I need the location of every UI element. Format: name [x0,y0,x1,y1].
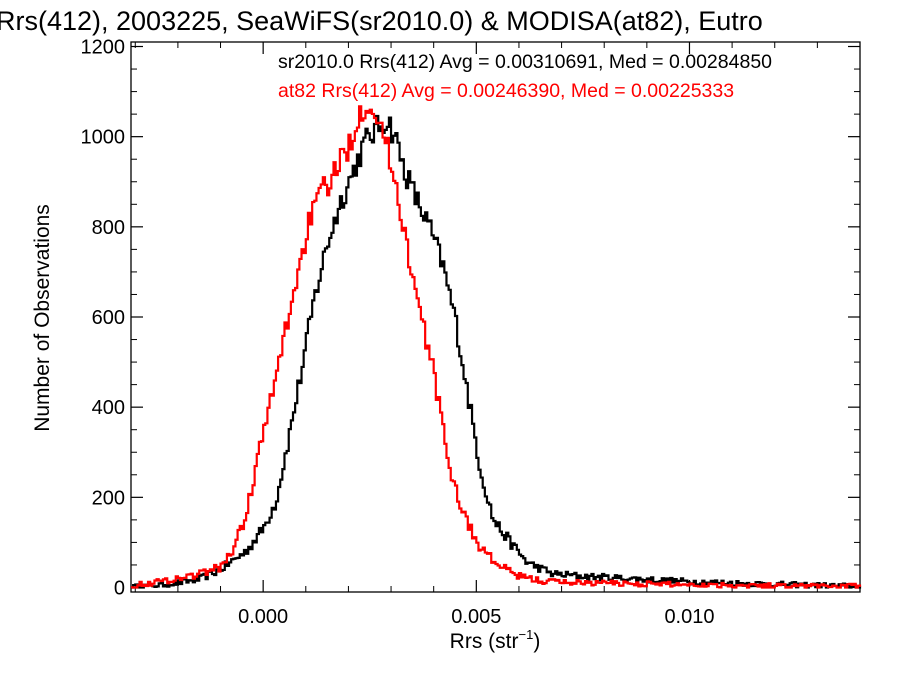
axis-ticks [131,42,861,592]
tick-labels: 0 200 400 600 800 1000 1200 0.000 0.005 0.010 [81,37,715,628]
plot-frame [130,41,861,593]
chart-title: Rrs(412), 2003225, SeaWiFS(sr2010.0) & M… [0,6,763,36]
legend-at82: at82 Rrs(412) Avg = 0.00246390, Med = 0.… [278,80,734,102]
x-tick-label: 0.010 [664,606,714,628]
x-axis-label: Rrs (str−1) [450,627,541,653]
histogram-series-sr2010 [131,114,862,589]
y-tick-label: 0 [114,577,125,599]
x-axis-label-close: ) [533,630,540,653]
x-tick-label: 0.005 [451,606,501,628]
x-axis-label-superscript: −1 [519,627,534,642]
y-tick-label: 1200 [81,37,126,59]
y-tick-label: 600 [92,307,125,329]
plot-border [130,41,861,593]
legend-sr2010: sr2010.0 Rrs(412) Avg = 0.00310691, Med … [278,51,772,73]
y-tick-label: 1000 [81,127,126,149]
y-tick-label: 800 [92,217,125,239]
y-axis-label: Number of Observations [31,204,54,432]
x-tick-label: 0.000 [238,606,288,628]
y-tick-label: 400 [92,397,125,419]
y-tick-label: 200 [92,487,125,509]
histogram-series-at82 [131,105,862,589]
series-layer [131,105,862,589]
x-axis-label-main: Rrs (str [450,630,519,653]
